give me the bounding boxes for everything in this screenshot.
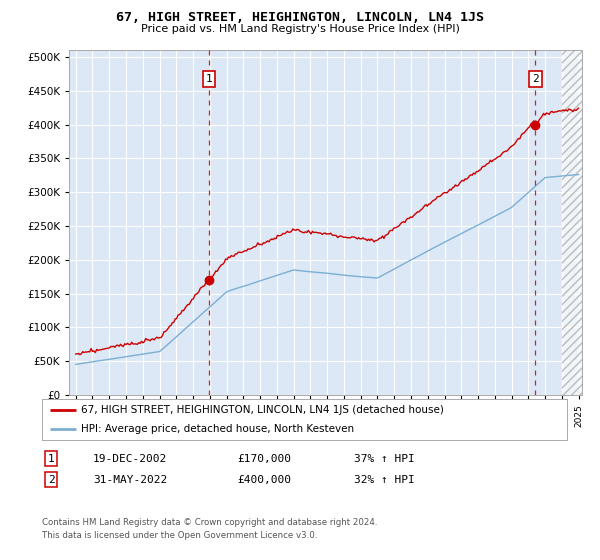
Text: 32% ↑ HPI: 32% ↑ HPI — [354, 475, 415, 485]
Text: 31-MAY-2022: 31-MAY-2022 — [93, 475, 167, 485]
Text: 2: 2 — [532, 74, 539, 84]
Text: Price paid vs. HM Land Registry's House Price Index (HPI): Price paid vs. HM Land Registry's House … — [140, 24, 460, 34]
Text: 1: 1 — [47, 454, 55, 464]
Text: 67, HIGH STREET, HEIGHINGTON, LINCOLN, LN4 1JS (detached house): 67, HIGH STREET, HEIGHINGTON, LINCOLN, L… — [82, 405, 444, 415]
Text: HPI: Average price, detached house, North Kesteven: HPI: Average price, detached house, Nort… — [82, 424, 355, 433]
Text: 67, HIGH STREET, HEIGHINGTON, LINCOLN, LN4 1JS: 67, HIGH STREET, HEIGHINGTON, LINCOLN, L… — [116, 11, 484, 24]
Text: 2: 2 — [47, 475, 55, 485]
Text: 1: 1 — [206, 74, 212, 84]
Bar — [562, 50, 582, 395]
Text: £400,000: £400,000 — [237, 475, 291, 485]
Text: £170,000: £170,000 — [237, 454, 291, 464]
Text: 19-DEC-2002: 19-DEC-2002 — [93, 454, 167, 464]
Text: Contains HM Land Registry data © Crown copyright and database right 2024.
This d: Contains HM Land Registry data © Crown c… — [42, 518, 377, 539]
Bar — [562, 50, 582, 395]
Text: 37% ↑ HPI: 37% ↑ HPI — [354, 454, 415, 464]
